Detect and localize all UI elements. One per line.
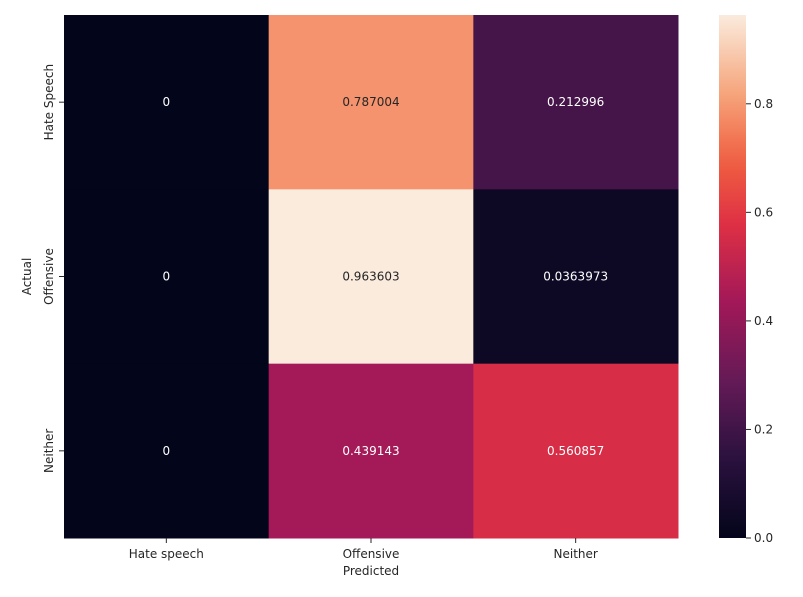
heatmap-cell-labels: 0 0.787004 0.212996 0 0.963603 0.0363973 0 0.43… xyxy=(163,95,609,458)
heatmap-cell xyxy=(473,15,679,190)
x-tick-label: Neither xyxy=(554,547,598,561)
heatmap-cells xyxy=(64,15,679,539)
y-tick-label: Neither xyxy=(42,429,56,473)
colorbar-tick-label: 0.2 xyxy=(754,422,773,436)
x-axis-title: Predicted xyxy=(343,564,399,578)
y-tick-label: Offensive xyxy=(42,248,56,305)
colorbar xyxy=(719,15,746,538)
cell-value-label: 0.439143 xyxy=(342,444,399,458)
colorbar-ticks: 0.0 0.2 0.4 0.6 0.8 xyxy=(746,97,773,545)
colorbar-tick-label: 0.4 xyxy=(754,314,773,328)
heatmap-cell xyxy=(64,15,270,190)
cell-value-label: 0.963603 xyxy=(342,270,399,284)
cell-value-label: 0 xyxy=(163,270,171,284)
y-axis: Hate Speech Offensive Neither xyxy=(42,64,64,473)
cell-value-label: 0.787004 xyxy=(342,95,399,109)
x-tick-label: Hate speech xyxy=(129,547,204,561)
colorbar-tick-label: 0.6 xyxy=(754,205,773,219)
colorbar-tick-label: 0.0 xyxy=(754,531,773,545)
colorbar-tick-label: 0.8 xyxy=(754,97,773,111)
heatmap-cell xyxy=(473,363,679,539)
cell-value-label: 0.212996 xyxy=(547,95,604,109)
heatmap-cell xyxy=(473,189,679,365)
heatmap-cell xyxy=(64,363,270,539)
x-tick-label: Offensive xyxy=(343,547,400,561)
heatmap-cell xyxy=(268,15,474,190)
y-tick-label: Hate Speech xyxy=(42,64,56,140)
heatmap-cell xyxy=(64,189,270,365)
x-axis: Hate speech Offensive Neither xyxy=(129,538,598,561)
cell-value-label: 0 xyxy=(163,444,171,458)
heatmap-cell xyxy=(268,363,474,539)
cell-value-label: 0.0363973 xyxy=(543,270,608,284)
cell-value-label: 0.560857 xyxy=(547,444,604,458)
cell-value-label: 0 xyxy=(163,95,171,109)
y-axis-title: Actual xyxy=(20,258,34,296)
heatmap-cell xyxy=(268,189,474,365)
